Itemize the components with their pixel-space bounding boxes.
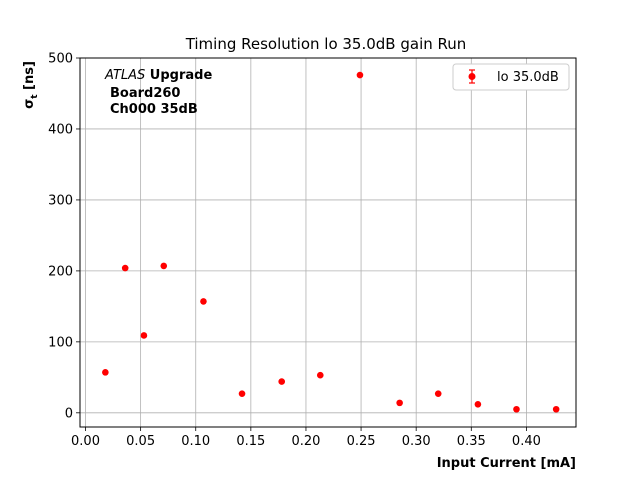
y-axis-label-sigma: σ [22, 99, 37, 109]
data-point [474, 400, 482, 408]
legend-marker [468, 73, 476, 80]
x-tick-label: 0.20 [291, 434, 320, 449]
legend-box [452, 63, 570, 91]
upgrade-label: Upgrade [145, 68, 212, 83]
data-point [316, 371, 324, 379]
data-point [356, 71, 364, 79]
board-label: Board260 [110, 86, 180, 101]
data-point [200, 298, 207, 305]
y-tick-label: 500 [48, 52, 73, 67]
y-tick-label: 200 [48, 264, 73, 279]
data-point [552, 405, 560, 413]
x-tick-label: 0.35 [457, 434, 486, 449]
y-tick-label: 100 [48, 335, 73, 350]
annotation-block: ATLAS Upgrade Board260 Ch000 35dB [104, 68, 212, 117]
data-point [434, 390, 442, 397]
x-tick-label: 0.40 [512, 434, 541, 449]
y-tick-label: 300 [48, 193, 73, 208]
channel-label: Ch000 35dB [110, 102, 198, 117]
data-point [140, 332, 148, 339]
y-tick-label: 400 [48, 122, 73, 137]
data-point [278, 378, 286, 385]
points-layer [102, 71, 560, 413]
atlas-label: ATLAS [104, 68, 145, 83]
data-point [396, 399, 403, 407]
data-point [121, 264, 129, 272]
x-tick-label: 0.00 [71, 434, 100, 449]
legend-label: lo 35.0dB [497, 70, 559, 85]
y-axis-label-unit: [ns] [22, 61, 37, 94]
y-tick-label: 0 [65, 406, 73, 421]
y-axis-ticks: 0 100 200 300 400 500 [48, 52, 80, 421]
x-tick-label: 0.05 [126, 434, 155, 449]
annotation-line-1: ATLAS Upgrade [104, 68, 212, 83]
chart-title: Timing Resolution lo 35.0dB gain Run [185, 35, 467, 53]
x-tick-label: 0.30 [402, 434, 431, 449]
data-point [513, 405, 520, 413]
x-tick-label: 0.10 [181, 434, 210, 449]
data-point [238, 390, 246, 397]
data-point [102, 369, 109, 376]
data-point [160, 262, 168, 270]
x-tick-label: 0.25 [347, 434, 376, 449]
x-axis-ticks: 0.00 0.05 0.10 0.15 0.20 0.25 0.30 0.35 0.40 [71, 427, 541, 449]
y-axis-label-subscript: t [30, 94, 40, 99]
legend: lo 35.0dB [452, 63, 570, 91]
plot-frame [79, 57, 577, 428]
x-axis-label: Input Current [mA] [437, 456, 576, 471]
x-tick-label: 0.15 [236, 434, 265, 449]
y-axis-label: σt [ns] [22, 61, 40, 109]
y-axis-label-text: σt [ns] [22, 61, 40, 109]
